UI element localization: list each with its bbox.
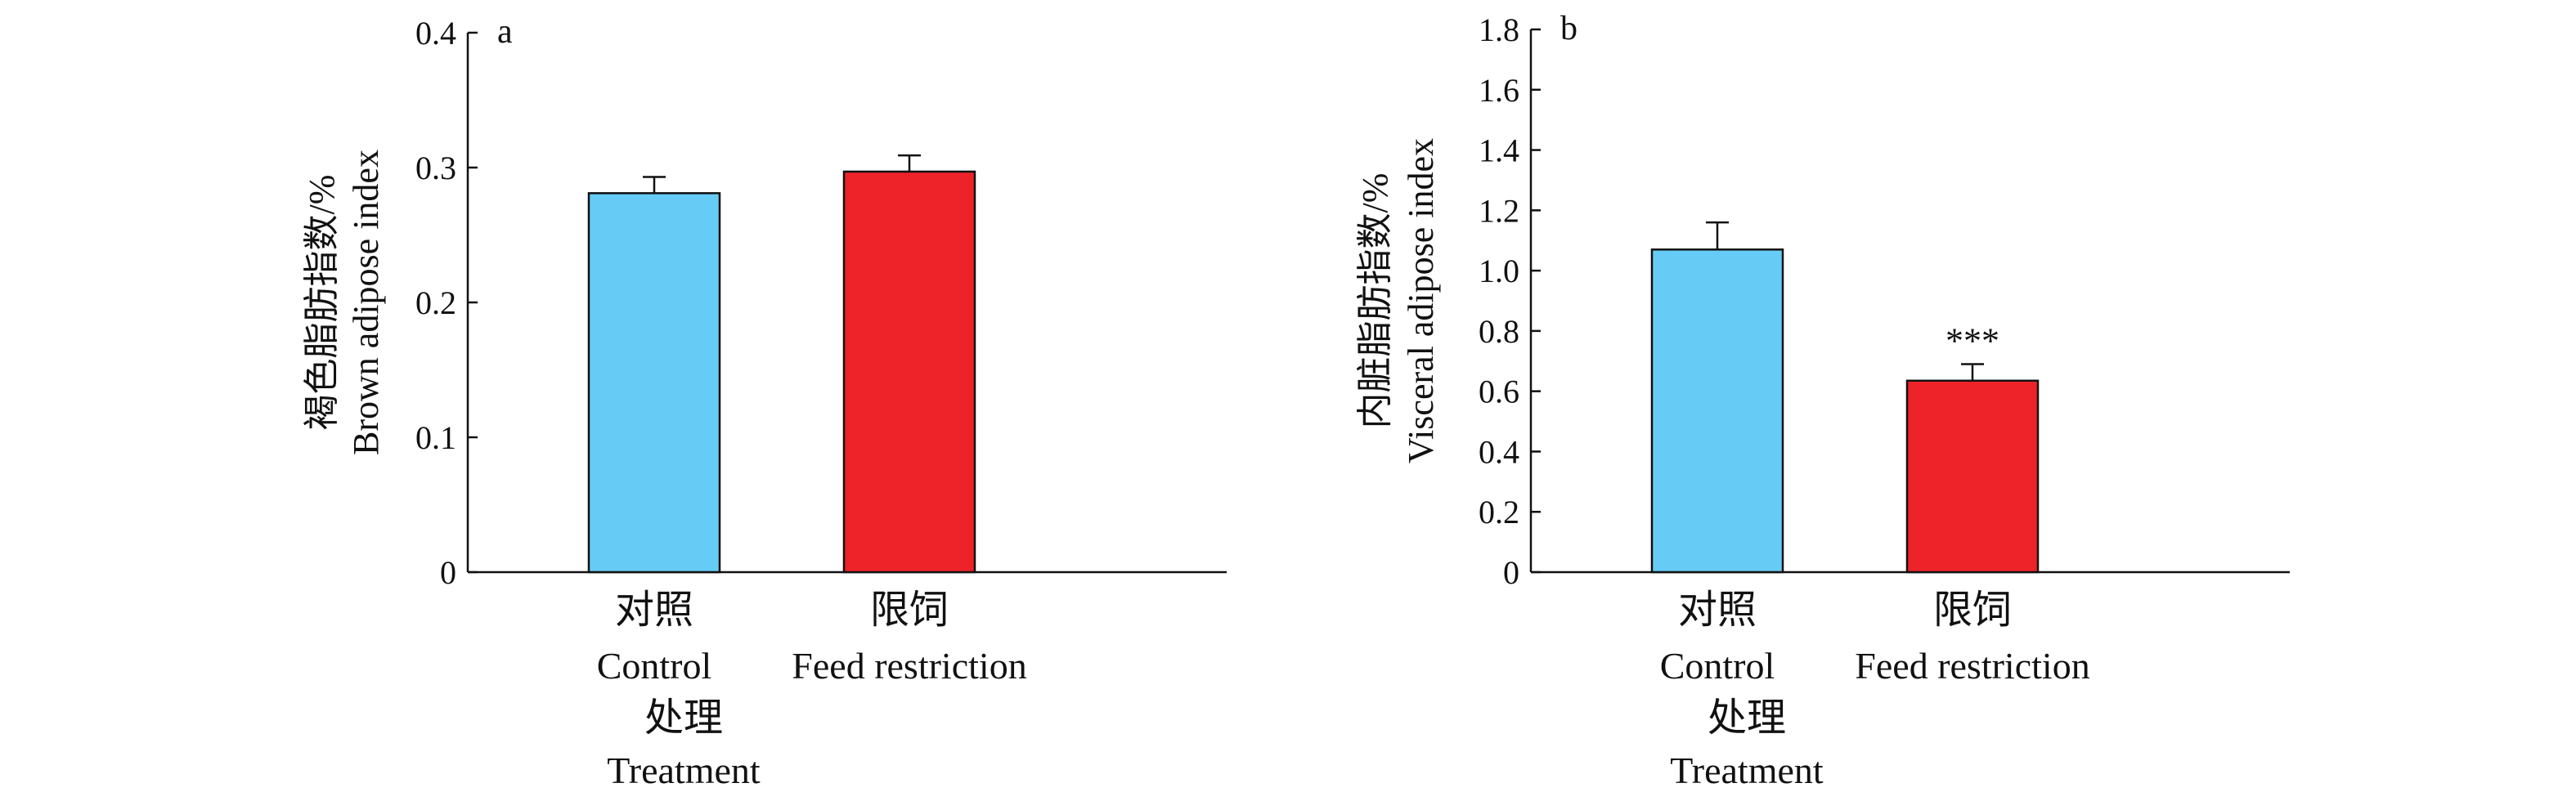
y-tick-label: 0.8 [1479,313,1519,350]
y-axis-title-cn: 褐色脂肪指数/% [302,175,342,431]
panel-label: a [497,13,513,51]
y-tick-label: 0.2 [415,284,456,321]
y-tick-label: 1.4 [1479,132,1519,169]
x-axis-title-cn: 处理 [644,696,723,740]
y-tick-label: 1.8 [1479,11,1519,48]
y-tick-label: 0 [440,554,456,591]
category-label-en: Control [597,645,712,687]
x-axis-title-cn: 处理 [1708,696,1786,740]
category-label-cn: 限饲 [870,588,949,632]
panel-label: b [1560,10,1577,47]
y-tick-label: 0.1 [415,419,456,456]
x-axis-title-en: Treatment [607,750,761,791]
bar-control [1650,248,1784,574]
x-axis-title-en: Treatment [1670,750,1824,791]
bar-feed-restriction [1905,379,2040,574]
y-tick-label: 1.0 [1479,253,1519,289]
y-tick-label: 0.4 [1479,433,1519,470]
y-axis-title-en: Brown adipose index [346,150,386,455]
category-label-cn: 限饲 [1933,588,2012,632]
category-label-en: Feed restriction [792,645,1026,687]
y-tick-label: 0.6 [1479,374,1519,410]
category-label-cn: 对照 [1678,588,1757,632]
y-tick-label: 0.3 [415,150,456,186]
bar-control [587,192,721,574]
bar-feed-restriction [842,170,976,574]
y-tick-label: 1.2 [1479,192,1519,229]
category-label-en: Feed restriction [1855,645,2089,687]
y-tick-label: 1.6 [1479,72,1519,109]
y-tick-label: 0.4 [415,15,456,51]
y-tick-label: 0.2 [1479,494,1519,530]
y-tick-label: 0 [1503,554,1519,591]
y-axis-title-cn: 内脏脂肪指数/% [1355,173,1395,429]
category-label-en: Control [1660,645,1775,687]
category-label-cn: 对照 [615,588,693,632]
y-axis-title-en: Visceral adipose index [1401,138,1441,463]
significance-marker: *** [1945,320,1999,360]
